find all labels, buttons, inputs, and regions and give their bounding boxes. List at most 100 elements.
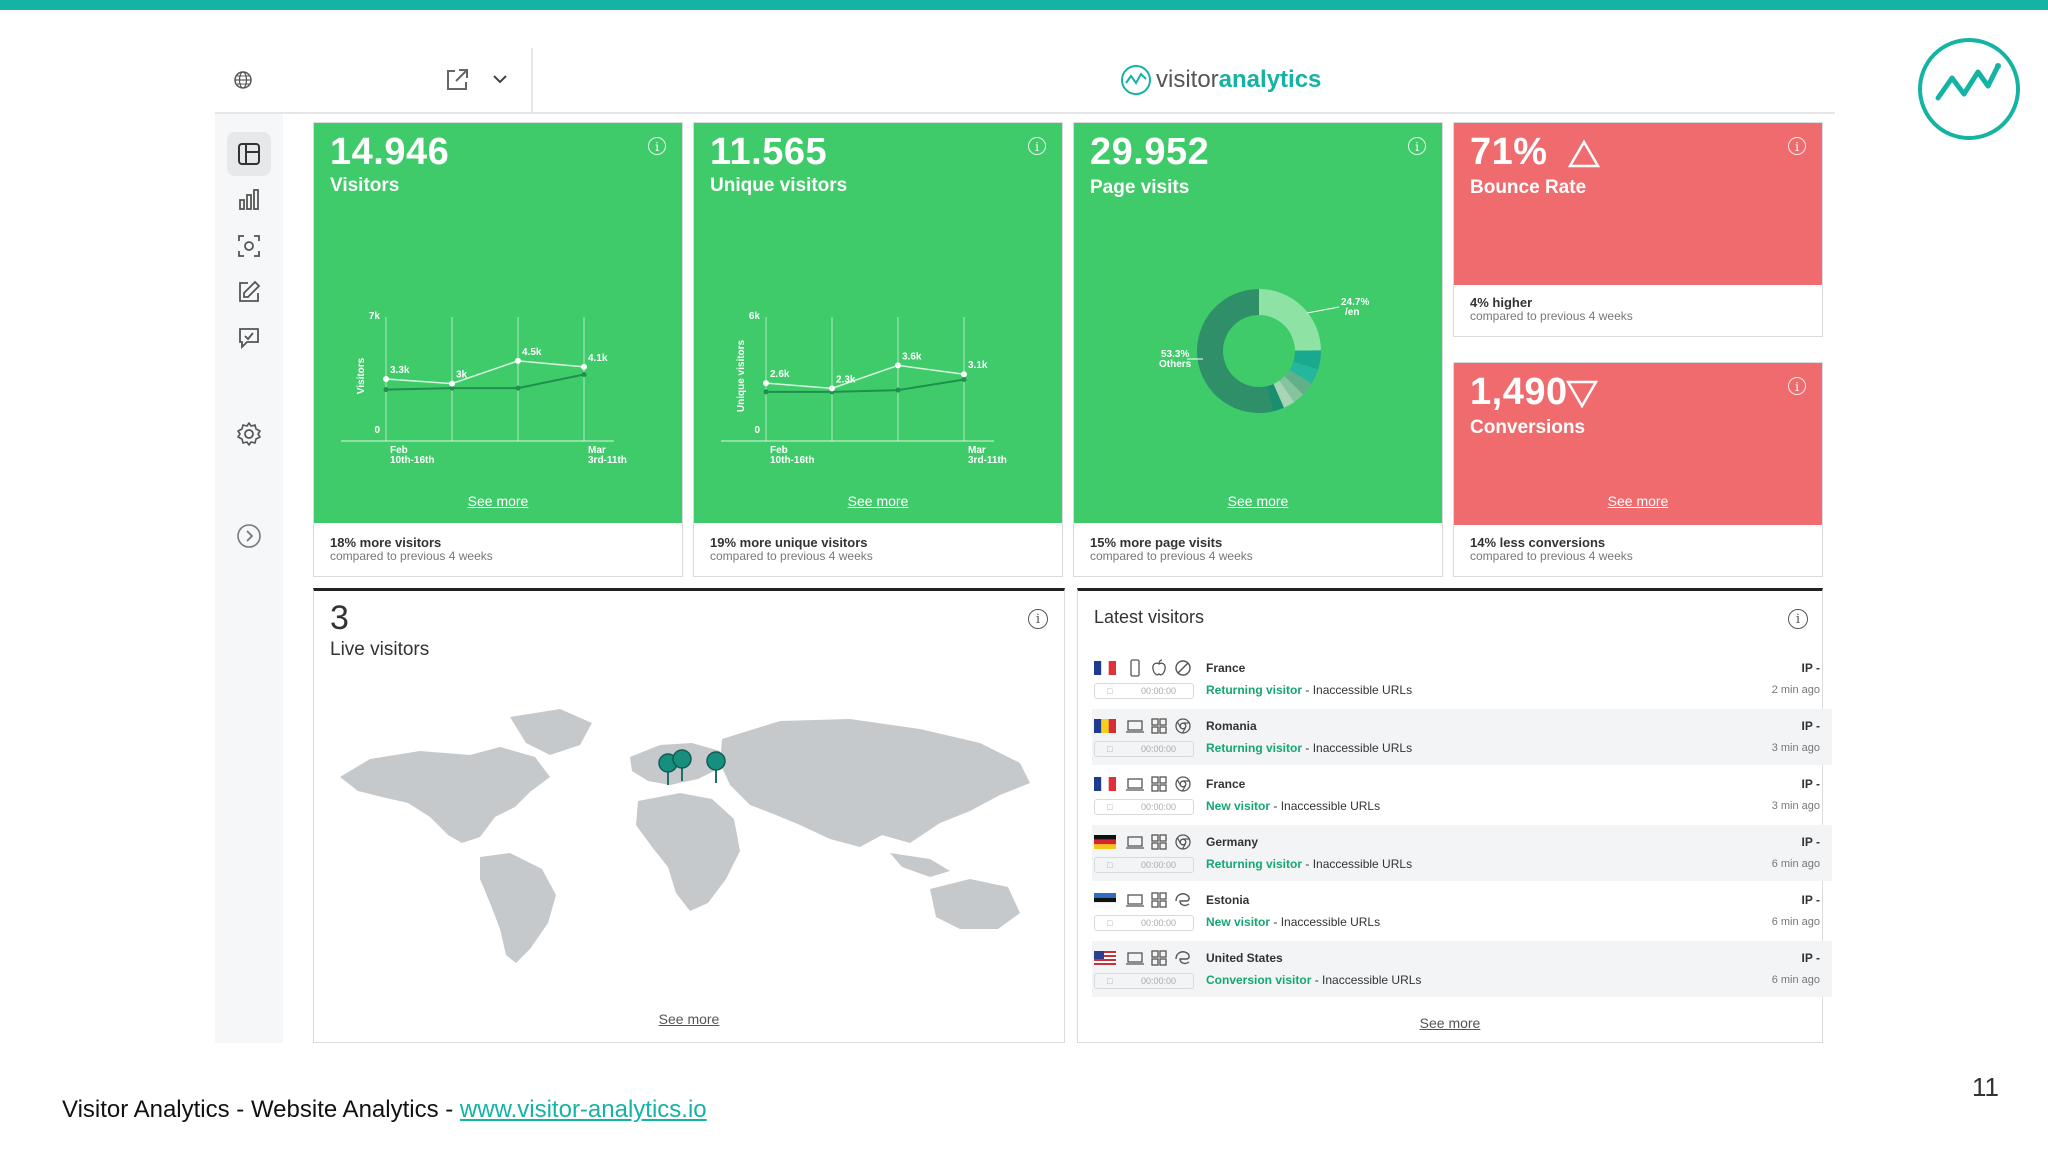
sidebar-item-heatmaps[interactable]	[227, 224, 271, 268]
flag-fr-icon	[1094, 661, 1116, 675]
data-label: 3k	[456, 370, 468, 381]
data-label: 2.3k	[836, 374, 856, 385]
latest-visitors-title: Latest visitors	[1094, 607, 1205, 627]
visitor-ip: IP -	[1801, 661, 1820, 675]
visitor-row[interactable]: Romania IP - □ 00:00:00 Returning visitor - …	[1092, 709, 1832, 765]
visit-time: 2 min ago	[1771, 684, 1820, 696]
visitors-see-more-link[interactable]: See more	[467, 493, 529, 509]
visitor-row[interactable]: France IP - □ 00:00:00 New visitor - Inacces…	[1092, 767, 1832, 823]
visit-time: 3 min ago	[1771, 742, 1820, 754]
donut-slice	[1289, 361, 1319, 384]
visitor-row[interactable]: Germany IP - □ 00:00:00 Returning visitor - …	[1092, 825, 1832, 881]
footer-website-link[interactable]: www.visitor-analytics.io	[459, 1096, 707, 1123]
unique-visitors-see-more-link[interactable]: See more	[847, 493, 909, 509]
external-link-icon[interactable]	[443, 66, 471, 99]
visitor-urls: - Inaccessible URLs	[1314, 973, 1422, 987]
slice-percent-label: 53.3%	[1161, 349, 1189, 360]
visitor-country: United States	[1206, 951, 1283, 965]
sidebar-item-settings[interactable]	[227, 412, 271, 456]
app-header: visitor analytics	[215, 48, 1835, 114]
chat-bubble-icon: □	[1107, 860, 1113, 870]
globe-icon[interactable]	[233, 70, 253, 95]
edge-browser-icon	[1174, 891, 1192, 914]
conversions-see-more-link[interactable]: See more	[1607, 493, 1669, 509]
map-pin-icon	[672, 749, 692, 769]
page-visits-see-more-link[interactable]: See more	[1227, 493, 1289, 509]
brand-word-analytics: analytics	[1218, 66, 1322, 93]
flag-us-icon	[1094, 951, 1116, 965]
conversions-card-header: 1,490 Conversions i See more	[1454, 363, 1822, 525]
conversions-value: 1,490	[1470, 371, 1568, 413]
info-icon[interactable]: i	[1408, 137, 1426, 155]
info-icon[interactable]: i	[1028, 609, 1048, 629]
info-icon[interactable]: i	[1788, 137, 1806, 155]
visitor-type-label: Returning visitor	[1206, 741, 1303, 755]
visitor-ip: IP -	[1801, 835, 1820, 849]
data-label: 4.5k	[522, 347, 542, 358]
map-indonesia	[890, 853, 950, 877]
flag-ee-icon	[1093, 893, 1117, 908]
session-duration: □ 00:00:00	[1094, 915, 1194, 931]
previous-point	[763, 389, 769, 395]
visitors-compare-text: compared to previous 4 weeks	[330, 549, 493, 563]
world-map	[340, 709, 1030, 963]
visitor-row[interactable]: France IP - □ 00:00:00 Returning visitor - I…	[1092, 651, 1832, 707]
sidebar-item-surveys[interactable]	[227, 270, 271, 314]
dashboard-screenshot: visitor analytics 14.946 Visitors i	[215, 48, 1835, 1043]
slice-leader-line	[1306, 306, 1340, 314]
info-icon[interactable]: i	[648, 137, 666, 155]
unique-visitors-card: 11.565 Unique visitors i 6k 0 Unique visit…	[693, 122, 1063, 577]
conversions-change-text: 14% less conversions	[1470, 535, 1606, 550]
x-tick-label: 3rd-11th	[968, 455, 1007, 466]
x-tick-label: Mar	[588, 445, 606, 456]
latest-visitors-see-more-link[interactable]: See more	[1419, 1015, 1481, 1031]
windows-os-icon	[1150, 949, 1168, 972]
map-australia	[930, 879, 1020, 929]
sidebar-item-dashboard[interactable]	[227, 132, 271, 176]
visitor-type-label: Conversion visitor	[1206, 973, 1312, 987]
windows-os-icon	[1150, 833, 1168, 856]
chat-bubble-icon: □	[1107, 802, 1113, 812]
edge-browser-icon	[1174, 949, 1192, 972]
sidebar-item-reports[interactable]	[227, 178, 271, 222]
chrome-browser-icon	[1174, 775, 1192, 798]
donut-slice	[1284, 370, 1312, 395]
visitor-type: New visitor - Inaccessible URLs	[1206, 915, 1380, 929]
sidebar-item-feedback[interactable]	[227, 316, 271, 360]
latest-visitors-panel: Latest visitors i France IP - □ 00:00:00 Ret…	[1077, 588, 1832, 1043]
chevron-down-icon[interactable]	[491, 70, 509, 93]
flag-fr-icon	[1094, 777, 1116, 791]
info-icon[interactable]: i	[1788, 609, 1808, 629]
header-divider	[531, 48, 533, 112]
page-visits-card: 29.952 Page visits i 24.7%/en 53.3% Others…	[1073, 122, 1443, 577]
info-icon[interactable]: i	[1028, 137, 1046, 155]
donut-slice	[1279, 376, 1304, 403]
duration-text: 00:00:00	[1141, 976, 1177, 986]
dashboard-icon	[238, 143, 260, 165]
visitor-row[interactable]: Estonia IP - □ 00:00:00 New visitor - Inacce…	[1092, 883, 1832, 939]
desktop-device-icon	[1126, 891, 1144, 914]
sidebar-expand-button[interactable]	[227, 514, 271, 558]
conversions-compare-text: compared to previous 4 weeks	[1470, 549, 1633, 563]
desktop-device-icon	[1126, 949, 1144, 972]
session-duration: □ 00:00:00	[1094, 799, 1194, 815]
session-duration: □ 00:00:00	[1094, 741, 1194, 757]
map-africa	[636, 793, 740, 911]
map-greenland	[510, 709, 592, 755]
visitor-ip: IP -	[1801, 893, 1820, 907]
page-visits-change-text: 15% more page visits	[1090, 535, 1223, 550]
live-visitors-see-more-link[interactable]: See more	[658, 1011, 720, 1027]
visitor-row[interactable]: United States IP - □ 00:00:00 Conversion vis…	[1092, 941, 1832, 997]
info-icon[interactable]: i	[1788, 377, 1806, 395]
previous-point	[895, 387, 901, 393]
session-duration: □ 00:00:00	[1094, 857, 1194, 873]
bounce-rate-label: Bounce Rate	[1470, 177, 1587, 198]
x-tick-label: Feb	[770, 445, 788, 456]
x-tick-label: 3rd-11th	[588, 455, 627, 466]
data-point	[895, 362, 901, 369]
previous-period-line	[385, 373, 585, 391]
visitors-label: Visitors	[330, 175, 400, 196]
flag-de-icon	[1094, 835, 1116, 849]
donut-slice	[1259, 289, 1321, 351]
